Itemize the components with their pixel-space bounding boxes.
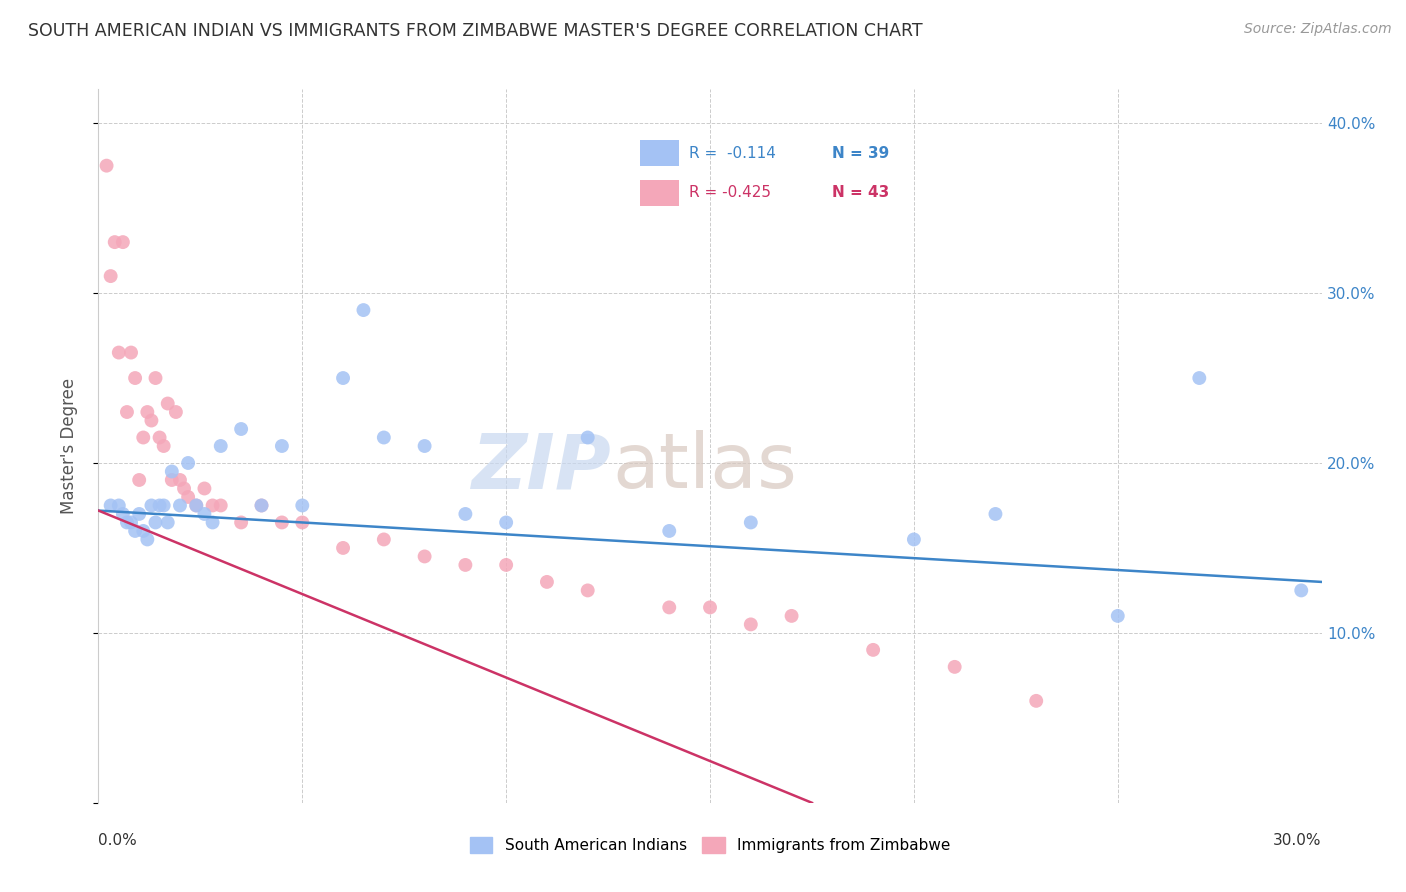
Point [149,430,172,444]
Point [576,430,599,444]
Point [201,516,224,530]
Point [156,516,179,530]
Point [128,473,150,487]
Point [104,235,127,249]
Point [177,490,200,504]
Point [536,574,558,589]
Point [373,533,395,547]
Point [132,430,155,444]
Point [1291,583,1313,598]
Point [108,345,131,359]
Point [903,533,925,547]
Point [1188,371,1211,385]
Point [115,405,138,419]
Point [145,516,167,530]
Point [699,600,721,615]
Point [209,439,232,453]
Point [136,405,159,419]
Point [495,516,517,530]
Point [160,465,183,479]
Point [740,516,762,530]
Text: 30.0%: 30.0% [1274,833,1322,848]
Point [495,558,517,572]
Point [740,617,762,632]
Point [100,499,122,513]
Point [111,235,134,249]
Point [984,507,1007,521]
Point [658,600,681,615]
Point [291,499,314,513]
Point [149,499,172,513]
Point [250,499,273,513]
Point [576,583,599,598]
Point [115,516,138,530]
Point [270,439,294,453]
Point [145,371,167,385]
Y-axis label: Master's Degree: Master's Degree [59,378,77,514]
Point [413,549,436,564]
Point [165,405,187,419]
Point [352,303,374,318]
Point [152,439,174,453]
Point [862,643,884,657]
Point [943,660,966,674]
Point [120,516,142,530]
Point [193,507,215,521]
Point [454,507,477,521]
Point [186,499,208,513]
Point [332,371,354,385]
Point [780,608,803,623]
Text: Source: ZipAtlas.com: Source: ZipAtlas.com [1244,22,1392,37]
Point [173,482,195,496]
Point [373,430,395,444]
Point [177,456,200,470]
Point [100,269,122,284]
Point [120,345,142,359]
Point [250,499,273,513]
Point [201,499,224,513]
Point [332,541,354,555]
Point [1025,694,1047,708]
Point [186,499,208,513]
Point [152,499,174,513]
Point [270,516,294,530]
Point [454,558,477,572]
Point [1107,608,1129,623]
Point [128,507,150,521]
Text: atlas: atlas [612,431,797,504]
Point [108,499,131,513]
Point [111,507,134,521]
Point [96,159,118,173]
Point [169,473,191,487]
Point [141,499,163,513]
Text: SOUTH AMERICAN INDIAN VS IMMIGRANTS FROM ZIMBABWE MASTER'S DEGREE CORRELATION CH: SOUTH AMERICAN INDIAN VS IMMIGRANTS FROM… [28,22,922,40]
Point [156,396,179,410]
Point [169,499,191,513]
Text: ZIP: ZIP [472,431,612,504]
Point [141,413,163,427]
Point [209,499,232,513]
Point [413,439,436,453]
Point [124,371,146,385]
Point [291,516,314,530]
Point [193,482,215,496]
Point [658,524,681,538]
Point [136,533,159,547]
Point [231,516,253,530]
Point [160,473,183,487]
Point [132,524,155,538]
Point [124,524,146,538]
Text: 0.0%: 0.0% [98,833,138,848]
Legend: South American Indians, Immigrants from Zimbabwe: South American Indians, Immigrants from … [464,831,956,859]
Point [231,422,253,436]
